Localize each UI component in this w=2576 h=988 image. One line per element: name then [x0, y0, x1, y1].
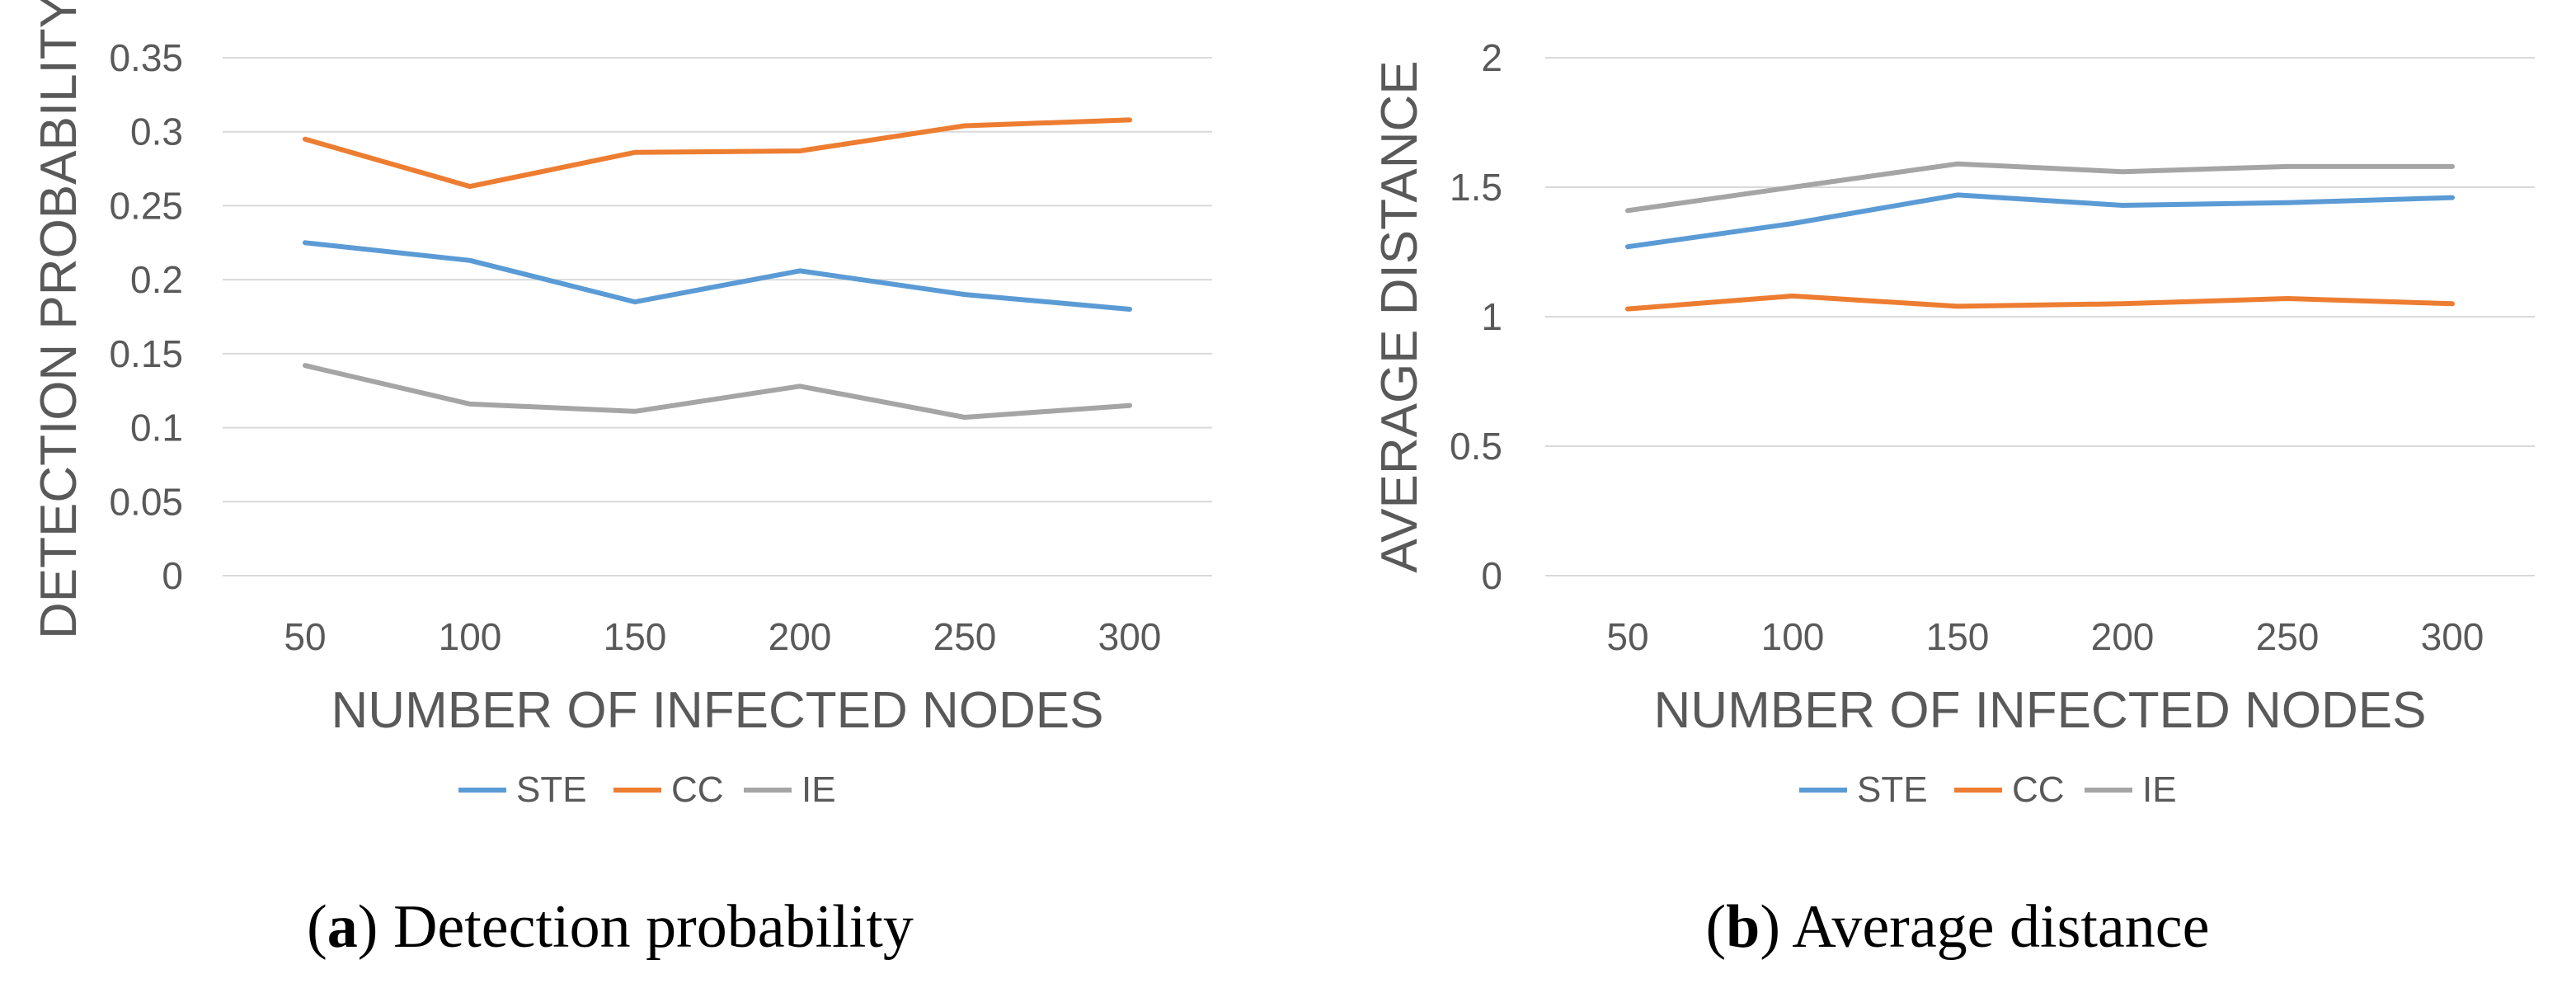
legend-label-ste: STE [516, 769, 587, 810]
figure-caption: (a) Detection probability [307, 893, 914, 961]
x-tick-label: 150 [604, 615, 667, 658]
y-tick-label: 0.25 [109, 184, 183, 227]
series-line-cc [303, 117, 1132, 190]
x-tick-label: 150 [1926, 615, 1990, 658]
legend-label-ste: STE [1857, 769, 1928, 810]
y-tick-label: 0.35 [109, 36, 183, 79]
y-tick-label: 0.5 [1450, 425, 1502, 468]
x-tick-label: 300 [2421, 615, 2484, 658]
series-line-ste [303, 240, 1132, 312]
legend: STE CC IE [1799, 769, 2177, 810]
x-tick-label: 200 [769, 615, 832, 658]
legend: STE CC IE [458, 769, 836, 810]
y-axis-title: AVERAGE DISTANCE [1371, 60, 1428, 572]
y-tick-label: 1.5 [1450, 166, 1502, 209]
y-tick-label: 2 [1481, 36, 1502, 79]
figure-caption: (b) Average distance [1706, 893, 2210, 961]
x-tick-label: 50 [284, 615, 326, 658]
y-tick-label: 0.2 [130, 258, 183, 301]
chart-a: 0 0.05 0.1 0.15 0.2 0.25 0.3 0.35 50 100 150 200 250… [31, 0, 1212, 961]
x-tick-label: 50 [1606, 615, 1648, 658]
y-tick-label: 0 [162, 554, 183, 597]
caption-letter: b [1726, 893, 1760, 961]
y-tick-label: 1 [1481, 295, 1502, 338]
series-line-ie [1625, 161, 2455, 214]
y-tick-label: 0.3 [130, 111, 183, 153]
x-tick-label: 200 [2091, 615, 2155, 658]
x-tick-label: 100 [439, 615, 502, 658]
legend-label-ie: IE [2142, 769, 2177, 810]
caption-letter: a [327, 893, 358, 961]
series-line-cc [1625, 293, 2455, 312]
caption-text: Average distance [1792, 893, 2209, 961]
x-axis-title: NUMBER OF INFECTED NODES [1654, 682, 2427, 739]
y-axis-title: DETECTION PROBABILITY [31, 0, 87, 639]
y-tick-label: 0.05 [109, 480, 183, 523]
legend-label-cc: CC [671, 769, 724, 810]
legend-label-ie: IE [801, 769, 836, 810]
x-tick-label: 100 [1761, 615, 1825, 658]
legend-label-cc: CC [2012, 769, 2065, 810]
y-tick-label: 0.15 [109, 332, 183, 375]
y-tick-label: 0.1 [130, 407, 183, 449]
x-axis-title: NUMBER OF INFECTED NODES [331, 682, 1104, 739]
x-tick-label: 300 [1098, 615, 1162, 658]
y-tick-label: 0 [1481, 554, 1502, 597]
x-tick-label: 250 [933, 615, 997, 658]
x-tick-label: 250 [2256, 615, 2320, 658]
series-line-ie [303, 363, 1132, 420]
series-line-ste [1625, 192, 2455, 250]
caption-text: Detection probability [393, 893, 914, 961]
